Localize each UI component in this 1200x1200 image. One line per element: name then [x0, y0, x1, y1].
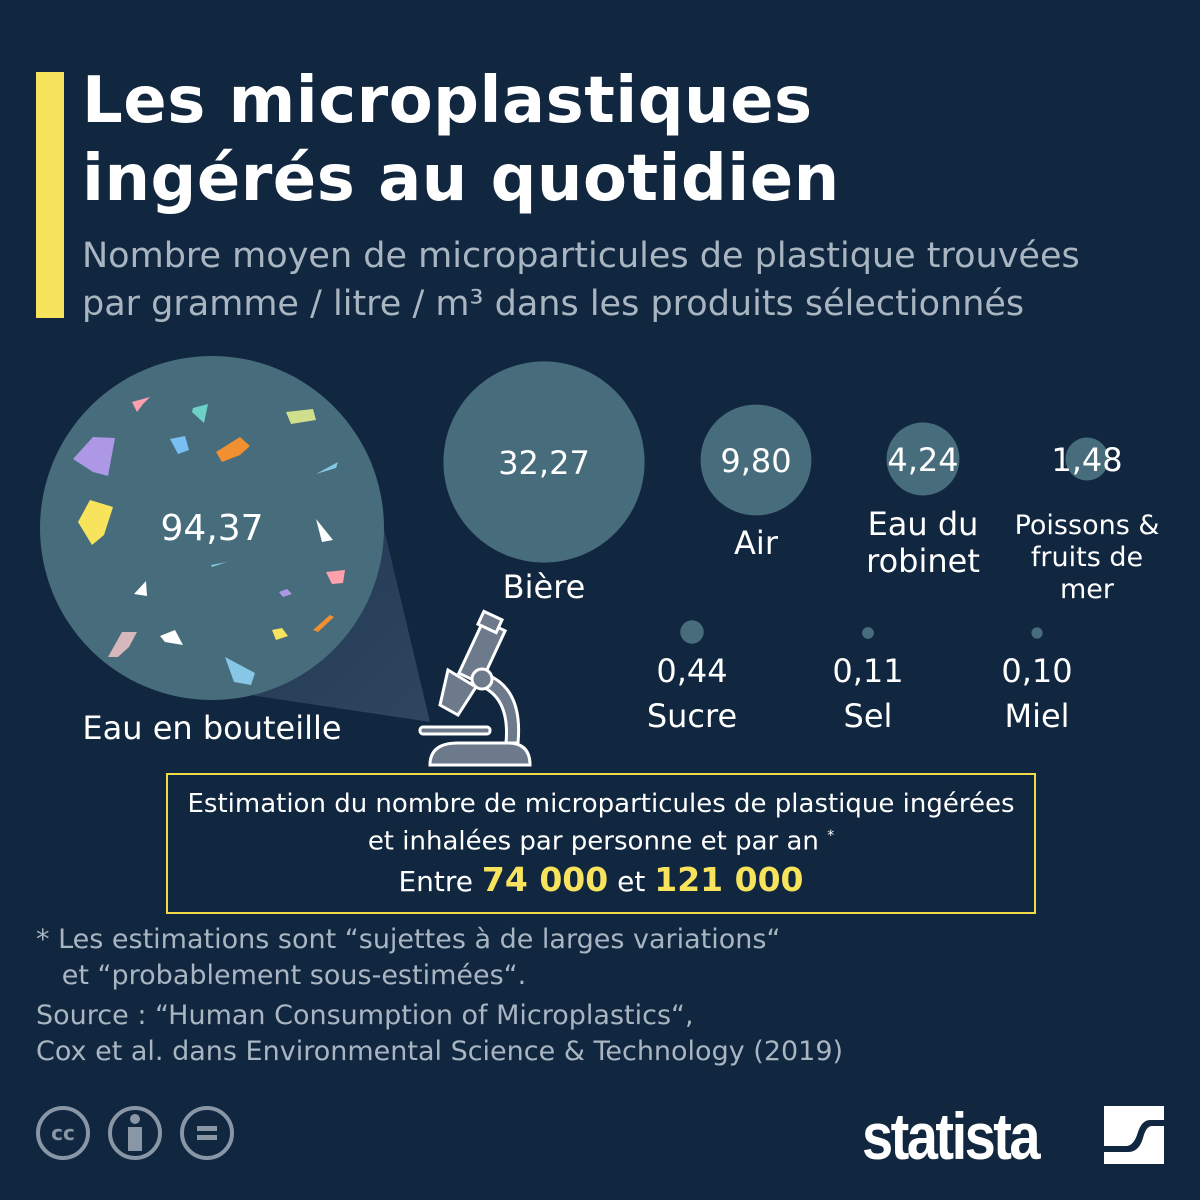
subtitle: Nombre moyen de microparticules de plast…: [82, 232, 1182, 328]
estimate-range: Entre 74 000 et 121 000: [168, 863, 1034, 898]
bubble-4: [1065, 437, 1109, 481]
value-label: 0,11: [832, 652, 903, 690]
value-label: 0,44: [656, 652, 727, 690]
range-high: 121 000: [654, 859, 804, 899]
footnote-line-2: et “probablement sous-estimées“.: [36, 960, 527, 991]
statista-logo[interactable]: statista: [862, 1098, 1041, 1174]
value-label: 0,10: [1001, 652, 1072, 690]
particle-shape: [225, 657, 255, 685]
particle-shape: [286, 409, 316, 424]
category-label: Eau du: [868, 505, 979, 543]
estimate-box: Estimation du nombre de microparticules …: [166, 773, 1036, 914]
estimate-line-1: Estimation du nombre de microparticules …: [187, 789, 1015, 819]
cc-text: cc: [51, 1121, 75, 1145]
equals-glyph: [197, 1126, 217, 1140]
particle-shape: [132, 397, 150, 412]
no-derivatives-icon[interactable]: [180, 1106, 234, 1160]
particle-shape: [192, 404, 208, 423]
category-label: Miel: [1004, 697, 1069, 735]
particle-shape: [316, 519, 333, 542]
particle-shape: [326, 570, 345, 584]
accent-bar: [36, 72, 64, 318]
estimate-line-2-text: et inhalées par personne et par an: [367, 826, 819, 857]
particle-shape: [279, 589, 292, 597]
category-label: robinet: [866, 542, 980, 580]
category-label: Sucre: [647, 697, 737, 735]
particle-shape: [73, 437, 115, 476]
statista-logo-icon: [1104, 1106, 1164, 1164]
attribution-icon[interactable]: [108, 1106, 162, 1160]
bubble-6: [862, 627, 874, 639]
asterisk: *: [827, 828, 835, 844]
value-label: 32,27: [498, 444, 590, 482]
source-line-1: Source : “Human Consumption of Microplas…: [36, 1000, 694, 1031]
value-label: 4,24: [887, 441, 958, 479]
logo-text: statista: [862, 1099, 1041, 1173]
plastic-particles: [73, 397, 345, 685]
cc-icon[interactable]: cc: [36, 1106, 90, 1160]
page-title: Les microplastiques ingérés au quotidien: [82, 62, 840, 218]
bubble-2: [700, 404, 812, 516]
footnote: * Les estimations sont “sujettes à de la…: [36, 922, 780, 994]
estimate-line-2: et inhalées par personne et par an *: [168, 820, 1034, 858]
title-line-1: Les microplastiques: [82, 64, 813, 138]
particle-shape: [160, 630, 183, 645]
particle-shape: [211, 562, 227, 567]
category-label: fruits de: [1031, 542, 1143, 573]
footnote-line-1: * Les estimations sont “sujettes à de la…: [36, 924, 781, 955]
particle-shape: [108, 632, 137, 657]
bubble-7: [1031, 627, 1043, 639]
source: Source : “Human Consumption of Microplas…: [36, 998, 843, 1070]
person-glyph: [128, 1114, 142, 1151]
particle-shape: [272, 628, 288, 640]
range-low: 74 000: [481, 859, 609, 899]
bubble-5: [680, 620, 704, 644]
particle-shape: [316, 462, 338, 474]
value-label: 9,80: [720, 442, 791, 480]
category-label: Eau en bouteille: [82, 709, 341, 747]
range-joiner: et: [617, 864, 646, 898]
value-label: 1,48: [1051, 441, 1122, 479]
particle-shape: [216, 437, 250, 462]
particle-shape: [134, 581, 147, 596]
category-label: Sel: [844, 697, 893, 735]
source-line-2: Cox et al. dans Environmental Science & …: [36, 1036, 844, 1067]
bubble-3: [886, 422, 960, 496]
subtitle-line-1: Nombre moyen de microparticules de plast…: [82, 236, 1080, 276]
range-prefix: Entre: [398, 864, 474, 898]
particle-shape: [78, 500, 113, 545]
particle-shape: [313, 615, 334, 632]
category-label: Bière: [503, 568, 586, 606]
microscope-icon: [418, 609, 532, 767]
bubble-1: [443, 361, 645, 563]
particle-shape: [170, 436, 189, 454]
title-line-2: ingérés au quotidien: [82, 142, 840, 216]
bubble-chart: 94,37 Eau en bouteille 32,27 Bière 9,80 Air 4,…: [40, 356, 1160, 767]
value-label: 94,37: [160, 508, 263, 549]
subtitle-line-2: par gramme / litre / m³ dans les produit…: [82, 284, 1025, 324]
category-label: mer: [1060, 574, 1115, 605]
category-label: Poissons &: [1015, 510, 1160, 541]
category-label: Air: [734, 524, 779, 562]
bubble-0: [40, 356, 384, 700]
